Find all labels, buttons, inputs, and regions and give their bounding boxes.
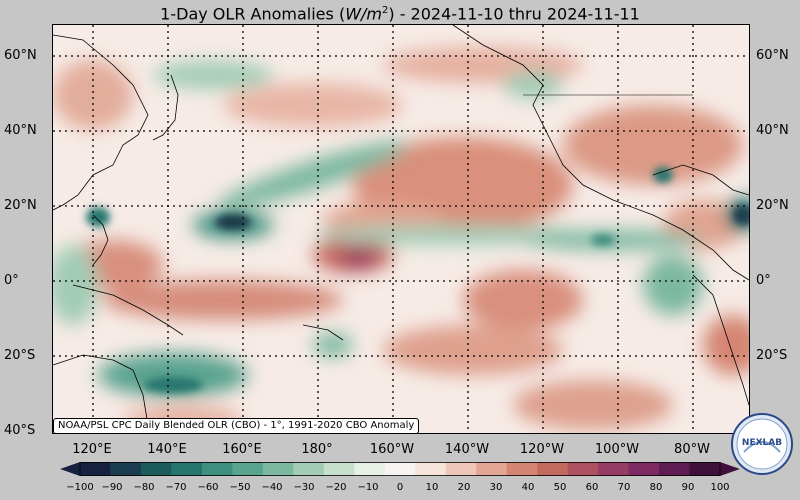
lat-label-left-60n: 60°N (4, 48, 37, 63)
lat-label-right-20s: 20°S (756, 348, 788, 363)
colorbar-tick-label: 70 (617, 482, 631, 493)
colorbar-tick-label: −100 (66, 482, 94, 493)
colorbar-tick-label: −20 (325, 482, 347, 493)
colorbar-tick-label: −40 (261, 482, 283, 493)
colorbar (60, 462, 740, 476)
colorbar-segment (415, 462, 447, 476)
colorbar-segment (567, 462, 599, 476)
colorbar-tick-label: −80 (133, 482, 155, 493)
philippines-coast (92, 214, 109, 266)
lat-label-left-0: 0° (4, 273, 19, 288)
lon-label-160w: 160°W (369, 442, 415, 457)
asia-coast (53, 34, 149, 211)
colorbar-tick-label: 100 (710, 482, 730, 493)
lat-label-left-20n: 20°N (4, 198, 37, 213)
lon-label-160e: 160°E (222, 442, 262, 457)
colorbar-segment (201, 462, 233, 476)
colorbar-segment (476, 462, 508, 476)
north-america-coast (452, 25, 749, 281)
lon-label-80w: 80°W (674, 442, 710, 457)
nexlab-logo-text: NEXLAB (742, 438, 782, 448)
map-title: 1-Day OLR Anomalies (W/m2) - 2024-11-10 … (0, 0, 800, 24)
lat-label-right-0: 0° (756, 273, 771, 288)
lon-label-100w: 100°W (594, 442, 640, 457)
lon-label-120e: 120°E (72, 442, 112, 457)
olr-anomaly-map (52, 24, 750, 434)
nexlab-logo: NEXLAB (731, 413, 793, 475)
colorbar-segment (537, 462, 569, 476)
colorbar-tick-label: 0 (396, 482, 404, 493)
colorbar-tick-label: −50 (229, 482, 251, 493)
colorbar-tick-label: 40 (521, 482, 535, 493)
colorbar-segment (384, 462, 416, 476)
graticule (53, 25, 749, 433)
colorbar-tick-label: 60 (585, 482, 599, 493)
colorbar-tick-label: −30 (293, 482, 315, 493)
colorbar-segments (80, 462, 721, 476)
colorbar-max-extend (720, 462, 740, 476)
colorbar-tick-label: −10 (357, 482, 379, 493)
map-canvas (53, 25, 749, 433)
title-text-main: 1-Day OLR Anomalies ( (160, 4, 346, 24)
colorbar-segment (598, 462, 630, 476)
colorbar-segment (80, 462, 111, 476)
colorbar-segment (628, 462, 660, 476)
colorbar-segment (140, 462, 172, 476)
colorbar-segment (110, 462, 142, 476)
source-note: NOAA/PSL CPC Daily Blended OLR (CBO) - 1… (53, 418, 420, 434)
colorbar-segment (689, 462, 721, 476)
south-america-coast (692, 274, 749, 406)
lon-label-120w: 120°W (519, 442, 565, 457)
colorbar-segment (232, 462, 264, 476)
colorbar-segment (354, 462, 386, 476)
lat-label-right-40n: 40°N (756, 123, 789, 138)
colorbar-tick-label: 50 (553, 482, 567, 493)
coastlines (53, 25, 749, 433)
anomaly-field (53, 47, 749, 433)
colorbar-tick-label: −70 (165, 482, 187, 493)
colorbar-segment (293, 462, 325, 476)
lat-label-right-60n: 60°N (756, 48, 789, 63)
colorbar-tick-label: 10 (425, 482, 439, 493)
title-unit-exponent: 2 (381, 5, 389, 16)
colorbar-segment (659, 462, 691, 476)
lat-label-right-20n: 20°N (756, 198, 789, 213)
lat-label-left-20s: 20°S (4, 348, 36, 363)
colorbar-segment (262, 462, 294, 476)
indonesia-coast (72, 284, 184, 336)
lon-label-140e: 140°E (147, 442, 187, 457)
title-unit: W/m (345, 4, 382, 24)
colorbar-tick-label: 30 (489, 482, 503, 493)
colorbar-segment (506, 462, 538, 476)
lat-label-left-40n: 40°N (4, 123, 37, 138)
colorbar-tick-label: 20 (457, 482, 471, 493)
colorbar-tick-label: −90 (101, 482, 123, 493)
gulf-coast (652, 164, 749, 196)
colorbar-segment (171, 462, 203, 476)
colorbar-tick-label: 80 (649, 482, 663, 493)
colorbar-tick-label: 90 (681, 482, 695, 493)
lon-label-140w: 140°W (444, 442, 490, 457)
lon-label-180: 180° (301, 442, 333, 457)
title-text-tail: ) - 2024-11-10 thru 2024-11-11 (388, 4, 640, 24)
colorbar-min-extend (60, 462, 80, 476)
colorbar-segment (445, 462, 477, 476)
lat-label-left-40s: 40°S (4, 423, 36, 438)
colorbar-segment (323, 462, 355, 476)
japan-kuril-coast (152, 74, 179, 141)
anomaly-cores (86, 167, 749, 393)
colorbar-outline (79, 462, 721, 476)
pacific-islands (302, 324, 344, 341)
colorbar-tick-label: −60 (197, 482, 219, 493)
